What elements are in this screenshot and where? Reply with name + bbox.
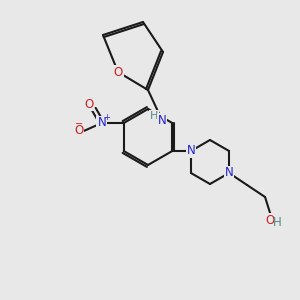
Text: O: O — [266, 214, 275, 226]
Text: −: − — [75, 119, 83, 129]
Text: N: N — [98, 116, 106, 130]
Text: H: H — [150, 111, 158, 121]
Text: O: O — [113, 65, 123, 79]
Text: O: O — [74, 124, 83, 137]
Text: +: + — [103, 113, 110, 122]
Text: N: N — [158, 113, 166, 127]
Text: N: N — [187, 145, 195, 158]
Text: H: H — [273, 217, 281, 230]
Text: N: N — [225, 167, 233, 179]
Text: O: O — [84, 98, 93, 110]
